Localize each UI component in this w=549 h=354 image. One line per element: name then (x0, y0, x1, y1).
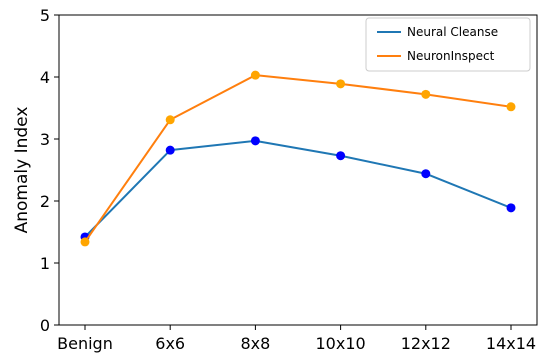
x-tick-label-8x8: 8x8 (240, 334, 270, 353)
y-tick-label: 3 (40, 130, 50, 149)
data-point-neural-cleanse-14x14 (506, 203, 516, 213)
y-tick-label: 1 (40, 254, 50, 273)
x-tick-label-12x12: 12x12 (401, 334, 451, 353)
y-tick-label: 5 (40, 6, 50, 25)
x-tick-label-benign: Benign (57, 334, 113, 353)
data-point-neuroninspect-8x8 (250, 70, 260, 80)
legend-label-neuroninspect: NeuronInspect (407, 49, 495, 63)
data-point-neuroninspect-6x6 (165, 115, 175, 125)
data-point-neural-cleanse-6x6 (165, 145, 175, 155)
y-axis-label: Anomaly Index (12, 107, 32, 234)
data-point-neuroninspect-12x12 (421, 89, 431, 99)
legend: Neural Cleanse NeuronInspect (365, 17, 531, 72)
data-point-neuroninspect-14x14 (506, 102, 516, 112)
x-tick-label-10x10: 10x10 (316, 334, 366, 353)
plot-area: 0 1 2 3 4 5 Benign 6x6 8x8 10x10 12x12 14x14 (40, 6, 538, 353)
series-layer (80, 70, 516, 247)
series-line-neuroninspect (84, 74, 512, 243)
data-point-neural-cleanse-10x10 (336, 151, 346, 161)
y-axis-ticks: 0 1 2 3 4 5 (40, 6, 59, 335)
y-tick-label: 4 (40, 68, 50, 87)
data-point-neural-cleanse-8x8 (250, 136, 260, 146)
data-point-neuroninspect-benign (80, 237, 90, 247)
legend-label-neural-cleanse: Neural Cleanse (407, 25, 498, 39)
plot-frame (58, 14, 538, 326)
legend-box (365, 17, 531, 72)
y-tick-label: 0 (40, 316, 50, 335)
x-tick-label-14x14: 14x14 (486, 334, 536, 353)
x-tick-label-6x6: 6x6 (155, 334, 185, 353)
data-point-neuroninspect-10x10 (336, 79, 346, 89)
x-axis-ticks: Benign 6x6 8x8 10x10 12x12 14x14 (57, 325, 536, 353)
series-line-neural-cleanse (84, 139, 512, 238)
data-point-neural-cleanse-12x12 (421, 169, 431, 179)
y-tick-label: 2 (40, 192, 50, 211)
